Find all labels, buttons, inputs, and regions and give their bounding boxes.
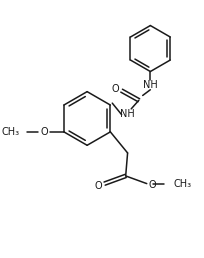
Text: NH: NH [120,109,135,119]
Text: O: O [94,181,102,190]
Text: O: O [111,84,119,94]
Text: O: O [41,127,49,137]
Text: CH₃: CH₃ [2,127,20,137]
Text: O: O [149,180,156,190]
Text: NH: NH [143,80,158,90]
Text: CH₃: CH₃ [174,179,192,189]
